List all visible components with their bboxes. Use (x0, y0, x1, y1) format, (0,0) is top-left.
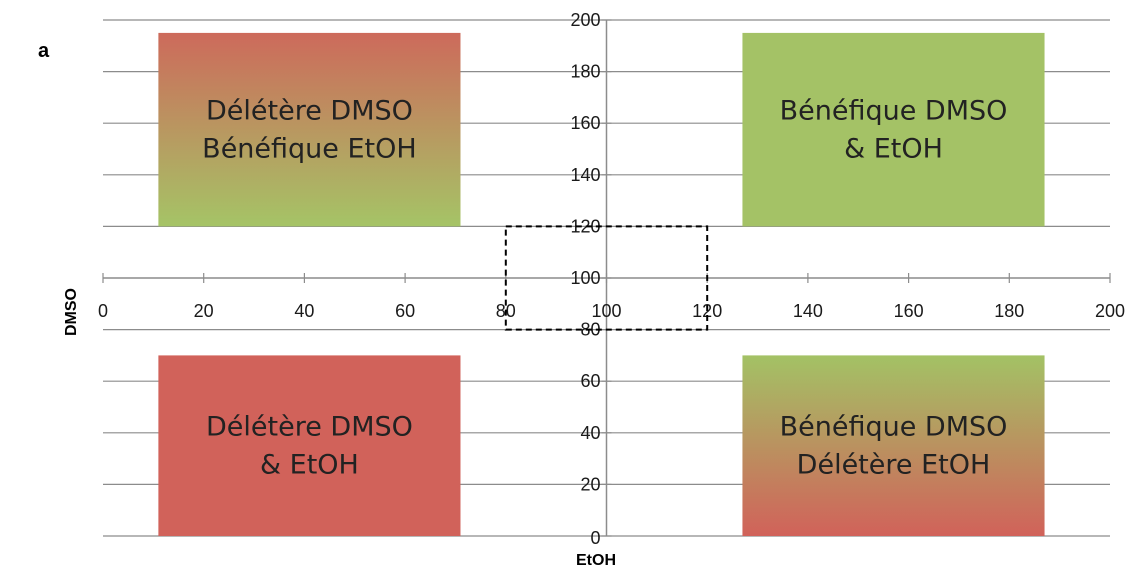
x-tick-label-100: 100 (591, 301, 621, 321)
quadrant-label-top-left-2: Bénéfique EtOH (202, 134, 417, 165)
y-tick-label-180: 180 (570, 62, 600, 82)
dashed-highlight-box (504, 225, 709, 331)
y-tick-label-100: 100 (570, 268, 600, 288)
y-tick-label-0: 0 (590, 528, 600, 548)
x-tick-label-20: 20 (194, 301, 214, 321)
quadrant-top-right: Bénéfique DMSO & EtOH (742, 32, 1045, 227)
quadrant-label-bottom-right-2: Délétère EtOH (797, 450, 991, 481)
x-axis-label: EtOH (576, 552, 616, 569)
y-tick-label-20: 20 (580, 474, 600, 494)
x-tick-labels: 0 20 40 60 80 100 120 140 160 180 200 (98, 301, 1125, 321)
x-tick-label-160: 160 (894, 301, 924, 321)
y-tick-label-160: 160 (570, 113, 600, 133)
y-tick-label-200: 200 (570, 10, 600, 30)
quadrant-bottom-right: Bénéfique DMSO Délétère EtOH (742, 355, 1045, 536)
axes (102, 19, 1111, 537)
quadrant-label-bottom-right-1: Bénéfique DMSO (780, 412, 1008, 443)
quadrant-box-top-right (742, 32, 1045, 227)
quadrant-label-bottom-left-2: & EtOH (260, 450, 359, 481)
quadrant-box-top-left (158, 32, 461, 227)
y-tick-label-60: 60 (580, 371, 600, 391)
x-tick-label-200: 200 (1095, 301, 1125, 321)
x-tick-label-0: 0 (98, 301, 108, 321)
panel-label: a (38, 40, 50, 62)
y-tick-label-140: 140 (570, 165, 600, 185)
quadrant-label-top-right-2: & EtOH (844, 134, 943, 165)
x-tick-label-140: 140 (793, 301, 823, 321)
x-tick-label-60: 60 (395, 301, 415, 321)
x-tick-label-180: 180 (994, 301, 1024, 321)
y-tick-label-40: 40 (580, 423, 600, 443)
quadrant-label-top-left-1: Délétère DMSO (206, 96, 413, 127)
y-tick-label-120: 120 (570, 216, 600, 236)
quadrant-box-bottom-left (158, 355, 461, 536)
quadrant-box-bottom-right (742, 355, 1045, 536)
quadrant-top-left: Délétère DMSO Bénéfique EtOH (158, 32, 461, 227)
quadrant-label-top-right-1: Bénéfique DMSO (780, 96, 1008, 127)
x-tick-label-40: 40 (294, 301, 314, 321)
highlight-region (504, 225, 709, 331)
quadrant-bottom-left: Délétère DMSO & EtOH (158, 355, 461, 536)
y-axis-label: DMSO (63, 288, 80, 336)
quadrant-boxes: Délétère DMSO Bénéfique EtOH Bénéfique DMS… (158, 32, 1045, 536)
quadrant-label-bottom-left-1: Délétère DMSO (206, 412, 413, 443)
